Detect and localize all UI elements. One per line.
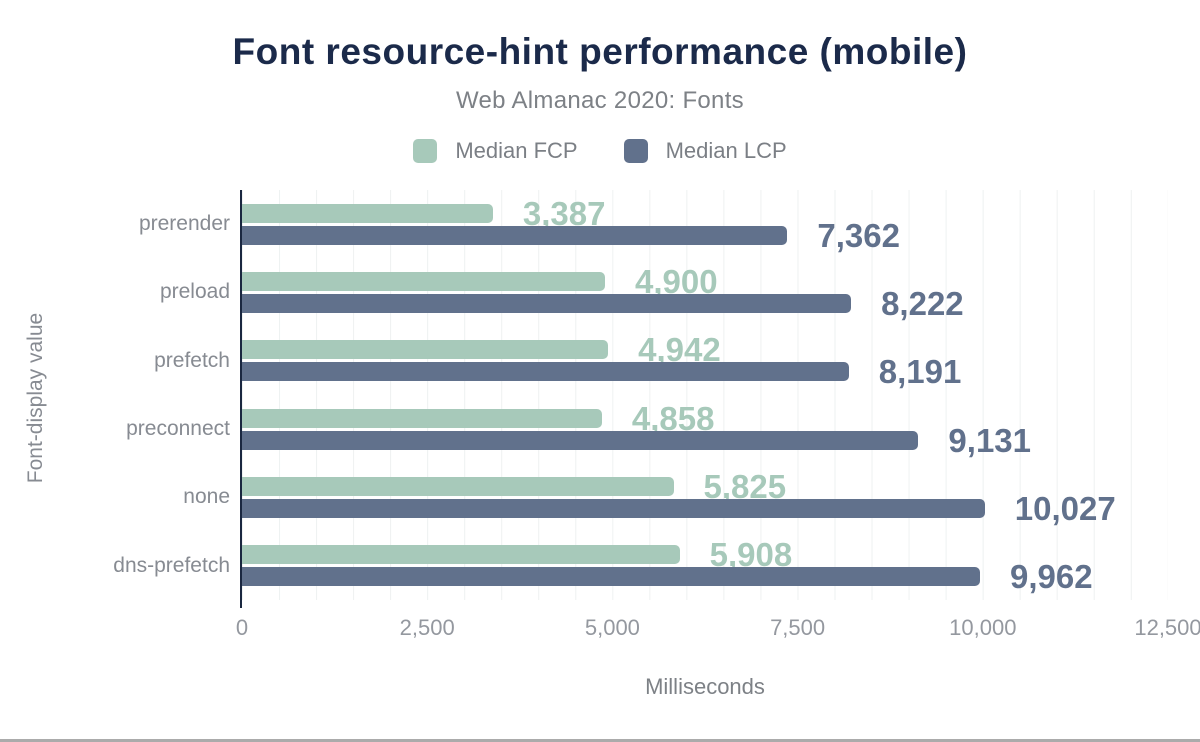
- value-label-fcp-prefetch: 4,942: [638, 331, 721, 369]
- category-label: prefetch: [154, 348, 230, 372]
- category-label: dns-prefetch: [113, 553, 230, 577]
- bar-lcp-preload: [242, 293, 852, 313]
- value-label-lcp-preconnect: 9,131: [948, 421, 1032, 459]
- bar-fcp-prerender: [242, 203, 493, 223]
- bar-lcp-dns-prefetch: [242, 567, 980, 587]
- value-label-fcp-prerender: 3,387: [522, 194, 606, 232]
- category-row-preload: preload 4,900 8,222: [160, 258, 1168, 326]
- y-axis-title: Font-display value: [24, 312, 47, 484]
- category-row-preconnect: preconnect 4,858 9,131: [126, 395, 1168, 463]
- category-label: prerender: [138, 212, 230, 236]
- category-row-dns-prefetch: dns-prefetch 5,908 9,962: [113, 532, 1168, 600]
- value-label-lcp-prerender: 7,362: [817, 216, 900, 254]
- x-tick-label: 12,500: [1134, 615, 1200, 640]
- bar-fcp-preload: [242, 271, 605, 291]
- x-axis-title: Milliseconds: [645, 674, 765, 699]
- legend: Median FCP Median LCP: [0, 138, 1200, 164]
- category-label: preload: [159, 280, 230, 304]
- value-label-lcp-preload: 8,222: [881, 284, 964, 322]
- bar-fcp-preconnect: [242, 408, 602, 428]
- value-label-fcp-preload: 4,900: [634, 262, 718, 300]
- category-label: preconnect: [126, 417, 230, 441]
- bar-rows: prerender 3,387 7,362 preload 4,900 8,222 pref…: [113, 190, 1168, 600]
- bar-fcp-none: [242, 476, 674, 496]
- bar-lcp-none: [242, 498, 985, 518]
- value-label-fcp-dns-prefetch: 5,908: [709, 536, 793, 574]
- legend-label: Median LCP: [665, 138, 787, 163]
- x-tick-label: 7,500: [770, 615, 826, 640]
- legend-swatch-lcp-icon: [623, 139, 648, 163]
- y-axis-line: [240, 190, 242, 608]
- bar-fcp-dns-prefetch: [242, 545, 680, 565]
- value-label-lcp-dns-prefetch: 9,962: [1009, 558, 1093, 596]
- bar-lcp-preconnect: [242, 430, 919, 450]
- category-row-none: none 5,825 10,027: [183, 463, 1168, 531]
- x-tick-label: 5,000: [584, 615, 640, 640]
- legend-label: Median FCP: [455, 138, 578, 163]
- bar-fcp-prefetch: [242, 340, 609, 360]
- bar-lcp-prefetch: [242, 362, 849, 382]
- chart-subtitle: Web Almanac 2020: Fonts: [456, 87, 744, 114]
- x-tick-label: 2,500: [399, 615, 455, 640]
- plot-area: prerender 3,387 7,362 preload 4,900 8,222 pref…: [113, 190, 1168, 608]
- legend-swatch-fcp-icon: [413, 139, 438, 163]
- chart-title: Font resource-hint performance (mobile): [232, 31, 968, 72]
- value-label-fcp-preconnect: 4,858: [631, 399, 715, 437]
- x-tick-label: 10,000: [949, 615, 1017, 640]
- category-row-prefetch: prefetch 4,942 8,191: [154, 327, 1168, 395]
- category-label: none: [183, 485, 230, 509]
- page-bottom-rule: [0, 739, 1200, 742]
- legend-item-median-fcp: Median FCP: [413, 138, 578, 164]
- legend-item-median-lcp: Median LCP: [623, 138, 787, 164]
- x-tick-label: 0: [235, 615, 249, 640]
- value-label-lcp-prefetch: 8,191: [878, 353, 962, 391]
- value-label-lcp-none: 10,027: [1014, 489, 1116, 527]
- category-row-prerender: prerender 3,387 7,362: [139, 190, 1168, 258]
- value-label-fcp-none: 5,825: [703, 467, 787, 505]
- bar-lcp-prerender: [242, 225, 788, 245]
- x-axis-ticks: 0 2,500 5,000 7,500 10,000 12,500: [236, 615, 1200, 640]
